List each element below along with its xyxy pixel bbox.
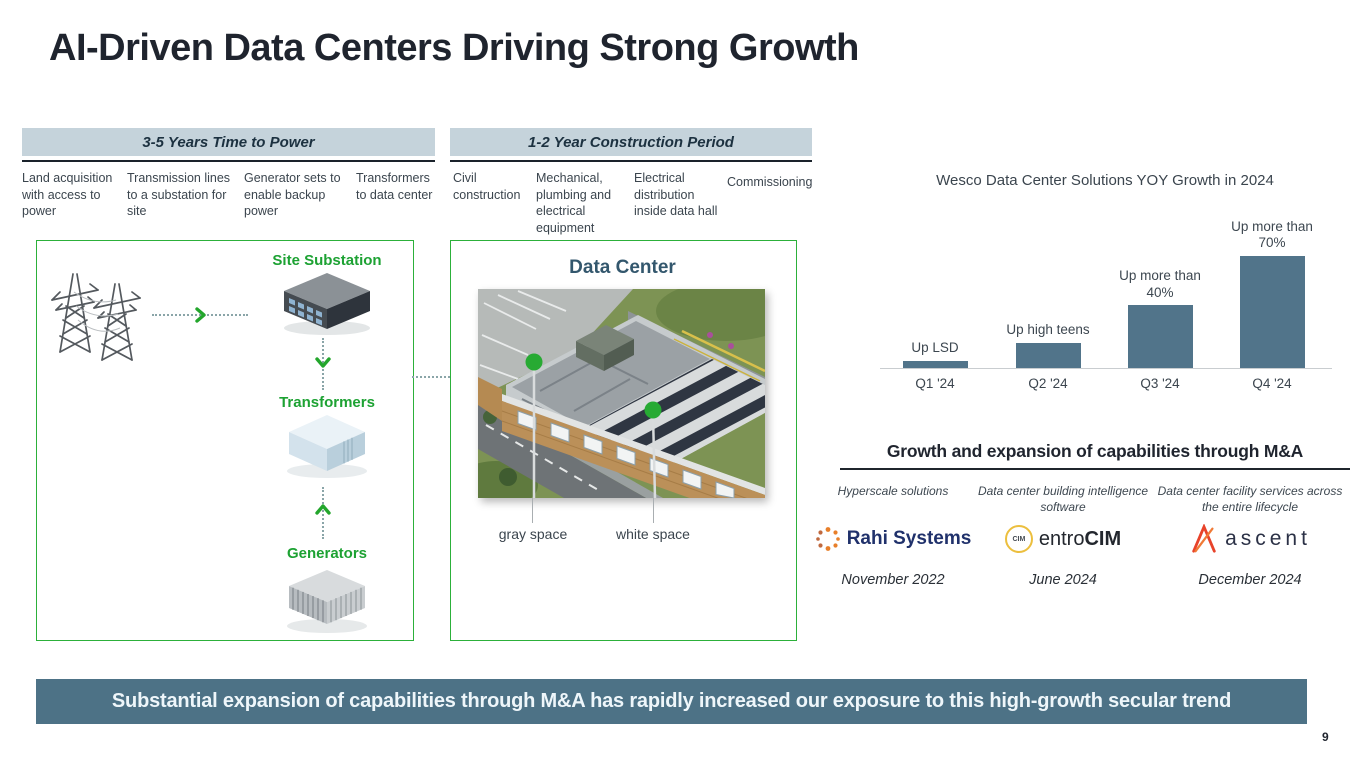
- page-title: AI-Driven Data Centers Driving Strong Gr…: [49, 27, 859, 69]
- callout-line-white-space: [653, 498, 654, 523]
- takeaway-banner: Substantial expansion of capabilities th…: [36, 679, 1307, 724]
- acquisition-description: Hyperscale solutions: [837, 484, 949, 498]
- x-tick-q4: Q4 '24: [1252, 376, 1292, 391]
- flow-connector: [322, 487, 324, 539]
- divider: [840, 468, 1350, 470]
- acquisition-date: December 2024: [1198, 572, 1302, 588]
- callout-line-gray-space: [532, 498, 533, 523]
- x-axis-line: [880, 368, 1332, 369]
- entrocim-wordmark: entroCIM: [1039, 528, 1121, 551]
- power-step-2: Transmission lines to a substation for s…: [127, 171, 231, 218]
- bar-q4: [1239, 255, 1305, 368]
- datacenter-aerial-image: [478, 289, 765, 498]
- bar-group-q2: Up high teens: [1003, 198, 1093, 368]
- substation-label: Site Substation: [272, 252, 382, 269]
- acquisition-date: June 2024: [1029, 572, 1097, 588]
- phase-band-construction: 1-2 Year Construction Period: [450, 128, 812, 156]
- x-tick-q1: Q1 '24: [915, 376, 955, 391]
- bar-group-q3: Up more than 40%: [1115, 198, 1205, 368]
- entro-wordmark-prefix: entro: [1038, 527, 1085, 550]
- ascent-logo: ascent: [1189, 522, 1311, 556]
- divider: [22, 160, 435, 162]
- construction-step-2: Mechanical, plumbing and electrical equi…: [536, 171, 612, 235]
- acquisition-ascent: Data center facility services across the…: [1155, 484, 1345, 588]
- construction-step-3: Electrical distribution inside data hall: [634, 171, 718, 218]
- bar-q1: [902, 360, 968, 368]
- white-space-label: white space: [616, 526, 690, 542]
- chevron-up-icon: [315, 504, 331, 515]
- ascent-wordmark: ascent: [1225, 527, 1311, 550]
- transmission-towers-icon: [51, 273, 141, 361]
- cim-badge-icon: CIM: [1004, 525, 1033, 553]
- power-step-3: Generator sets to enable backup power: [244, 171, 341, 218]
- acquisition-description: Data center facility services across the…: [1157, 484, 1343, 514]
- bar-q2: [1015, 342, 1081, 368]
- ma-section-title: Growth and expansion of capabilities thr…: [886, 441, 1304, 461]
- bar-value-label: Up more than 70%: [1231, 218, 1313, 251]
- rahi-systems-logo: Rahi Systems: [815, 522, 972, 556]
- power-step-1: Land acquisition with access to power: [22, 171, 113, 218]
- rahi-dots-icon: [815, 527, 840, 551]
- site-substation-icon: [284, 273, 370, 335]
- acquisition-description: Data center building intelligence softwa…: [977, 484, 1149, 514]
- transformers-icon: [287, 415, 367, 478]
- bar-value-label: Up high teens: [1006, 322, 1090, 338]
- flow-connector: [152, 314, 248, 316]
- divider: [450, 160, 812, 162]
- generators-label: Generators: [286, 545, 368, 562]
- entro-wordmark-suffix: CIM: [1084, 527, 1122, 550]
- transformers-label: Transformers: [279, 394, 375, 411]
- acquisition-date: November 2022: [841, 572, 945, 588]
- entrocim-logo: CIM entroCIM: [1004, 522, 1121, 556]
- bar-q3: [1127, 305, 1193, 368]
- generators-icon: [287, 570, 367, 633]
- ascent-mark-icon: [1192, 524, 1216, 553]
- x-tick-q2: Q2 '24: [1028, 376, 1068, 391]
- page-number: 9: [1322, 730, 1329, 744]
- power-step-4: Transformers to data center: [356, 171, 433, 202]
- chevron-down-icon: [315, 357, 331, 368]
- chart-title: Wesco Data Center Solutions YOY Growth i…: [936, 172, 1274, 189]
- bar-value-label: Up LSD: [911, 340, 959, 356]
- datacenter-title: Data Center: [569, 257, 676, 278]
- gray-space-label: gray space: [498, 526, 568, 542]
- phase-band-time-to-power: 3-5 Years Time to Power: [22, 128, 435, 156]
- acquisition-rahi: Hyperscale solutions Rahi Systems Novemb…: [798, 484, 988, 588]
- construction-step-4: Commissioning: [727, 175, 813, 189]
- bar-group-q4: Up more than 70%: [1227, 198, 1317, 368]
- chevron-right-icon: [195, 307, 206, 323]
- box-connector: [412, 376, 450, 378]
- rahi-wordmark: Rahi Systems: [846, 528, 972, 549]
- bar-value-label: Up more than 40%: [1119, 268, 1201, 300]
- construction-step-1: Civil construction: [453, 171, 521, 202]
- acquisition-entrocim: Data center building intelligence softwa…: [968, 484, 1158, 588]
- x-tick-q3: Q3 '24: [1140, 376, 1180, 391]
- bar-group-q1: Up LSD: [890, 198, 980, 368]
